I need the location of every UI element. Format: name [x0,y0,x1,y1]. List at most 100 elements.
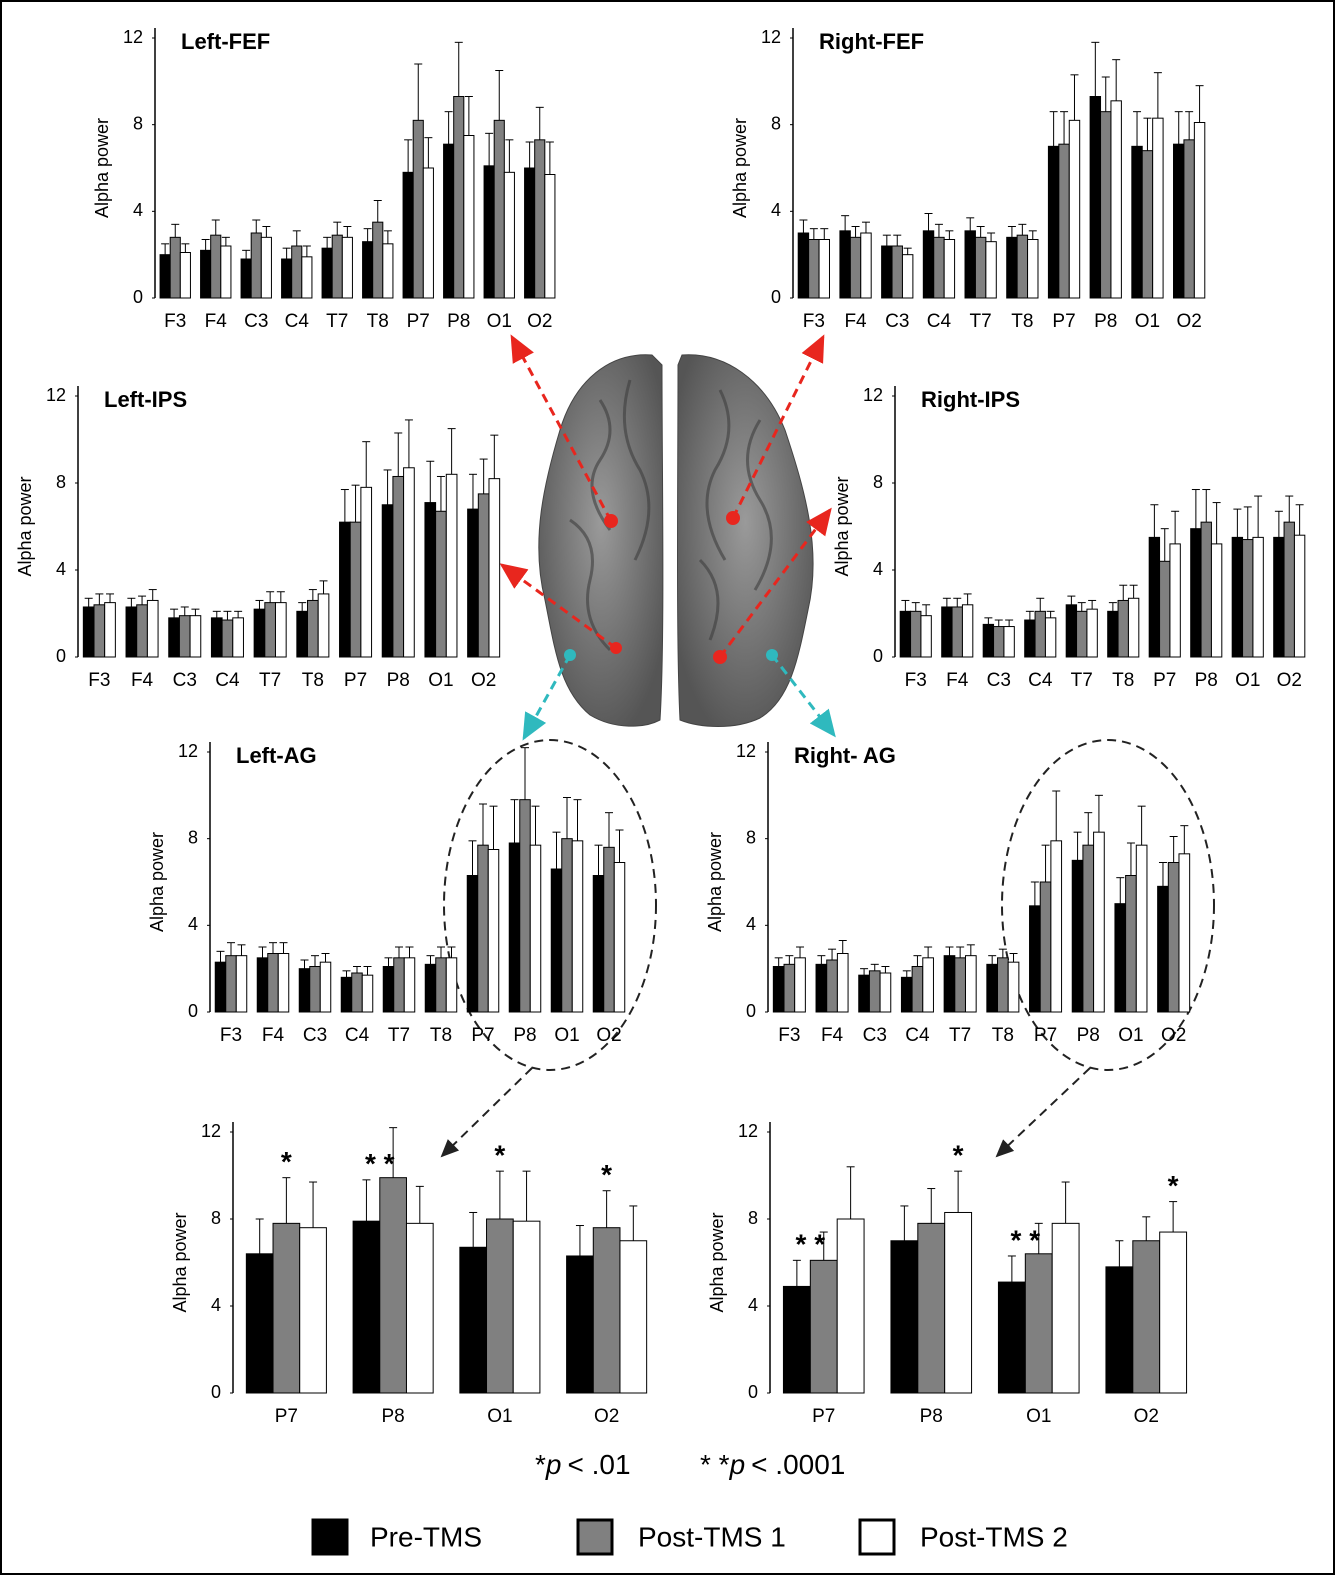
bar [545,175,555,299]
bar [1174,144,1184,298]
bar [998,1282,1025,1393]
y-tick-label: 4 [771,200,781,220]
bar [1040,882,1051,1012]
bar [147,600,158,657]
bar [614,863,625,1013]
y-tick-label: 4 [746,914,756,934]
y-tick-label: 8 [211,1208,221,1228]
bar [530,845,541,1012]
bar [478,845,489,1012]
x-tick-label: O2 [1134,1406,1159,1427]
bar [1160,561,1170,657]
legend-swatch [860,1520,894,1554]
x-tick-label: C4 [215,670,240,691]
x-tick-label: F3 [803,311,825,332]
bar [962,605,972,657]
bar [1066,605,1076,657]
bar [1191,529,1201,657]
bar [83,607,94,657]
bar [945,1212,972,1393]
chart-title: Right-IPS [921,387,1020,412]
x-tick-label: P7 [1034,1025,1057,1046]
significance-mark: * [494,1140,505,1171]
bar [819,240,829,299]
bar [404,468,415,657]
bar [1170,544,1180,657]
bar [784,964,795,1012]
bar [1059,144,1069,298]
y-tick-label: 12 [201,1121,221,1141]
x-tick-label: C4 [345,1025,370,1046]
significance-mark: * * [1011,1224,1041,1255]
chart-title: Left-IPS [104,387,187,412]
bar [975,237,985,298]
bar [444,144,454,298]
bar [273,1223,300,1393]
x-tick-label: T7 [1071,670,1093,691]
x-tick-label: P7 [1153,670,1176,691]
x-tick-label: C4 [905,1025,930,1046]
y-tick-label: 4 [56,559,66,579]
bar [105,603,116,657]
bar [1025,1254,1052,1393]
bar [308,600,319,657]
bar [241,259,251,298]
x-tick-label: C3 [885,311,909,332]
bar [353,1221,380,1393]
x-tick-label: O2 [527,311,552,332]
x-tick-label: T7 [970,311,992,332]
chart-title: Left-AG [236,743,317,768]
bar [1142,151,1152,298]
y-tick-label: 12 [46,385,66,405]
y-tick-label: 12 [738,1121,758,1141]
bar [891,1241,918,1393]
x-tick-label: C4 [285,311,310,332]
bar [383,244,393,298]
bar [944,240,954,299]
bar [850,237,860,298]
bar [446,474,457,657]
bar [320,962,331,1012]
bar [923,958,934,1012]
bar [816,964,827,1012]
bar [902,255,912,298]
bar [998,958,1009,1012]
x-tick-label: O1 [487,311,512,332]
bar [1004,627,1014,657]
bar [1028,240,1038,299]
bar [460,1247,487,1393]
chart-title: Left-FEF [181,29,270,54]
bar [282,259,292,298]
x-tick-label: O2 [471,670,496,691]
bar [180,253,190,299]
bar [837,954,848,1013]
bar [221,246,231,298]
bar [1051,841,1062,1012]
bar [1069,120,1079,298]
bar [403,172,413,298]
bar [525,168,535,298]
bar [1184,140,1194,298]
bar [944,956,955,1012]
bar [1090,97,1100,299]
bar [373,222,383,298]
bar [404,958,415,1012]
bar [1007,237,1017,298]
x-tick-label: O1 [1135,311,1160,332]
bar [464,136,474,299]
bar [254,609,265,657]
x-tick-label: F4 [946,670,969,691]
bar [261,237,271,298]
bar [1077,611,1087,657]
bar [921,616,931,657]
bar [423,168,433,298]
bar [859,975,870,1012]
bar [468,509,479,657]
bar [918,1223,945,1393]
y-tick-label: 12 [123,27,143,47]
bar [882,246,892,298]
bar [551,869,562,1012]
x-tick-label: T8 [430,1025,452,1046]
x-tick-label: T7 [259,670,281,691]
bar [1243,540,1253,657]
